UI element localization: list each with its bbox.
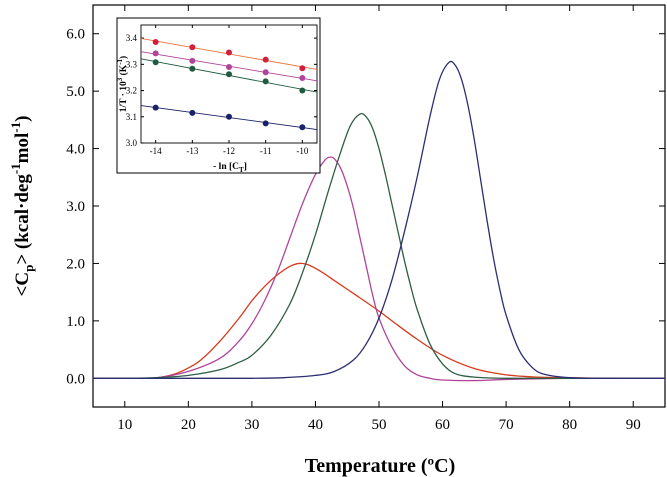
inset-x-axis-title-part: - ln [C [213,162,239,172]
y-axis-title: <Cp> (kcal·deg-1mol-1) [8,116,36,297]
x-axis-title: Temperature (ºC) [305,455,455,477]
inset-point [152,50,159,57]
main-y-ticks: 0.0 1.0 2.0 3.0 4.0 5.0 6.0 [66,27,665,387]
inset-background [116,17,321,174]
y-tick-label: 6.0 [66,27,85,43]
inset-y-axis-title-sup: -1 [116,58,124,64]
x-tick-label: 30 [244,417,259,433]
inset-point [226,49,232,56]
inset-x-axis-title-part: ] [244,162,247,172]
inset-chart: -14 -13 -12 -11 -10 3.03.13.23.33.4 - ln [CT… [116,17,321,174]
inset-y-tick-label: 3.0 [126,138,138,148]
inset-point [262,78,269,85]
x-tick-label: 90 [626,417,641,433]
inset-y-axis-title-part: ) [118,56,129,59]
inset-x-ticks: -14 -13 -12 -11 -10 [150,25,309,156]
inset-point [226,63,232,70]
inset-y-tick-label: 3.2 [126,86,137,96]
x-tick-label: 50 [372,417,387,433]
inset-y-axis-title-part: 1/T · 10 [119,81,129,112]
inset-point [262,120,269,127]
inset-series-group [140,37,318,131]
inset-point [299,124,306,131]
y-axis-title-sup: -1 [8,122,23,133]
inset-y-axis-title: 1/T · 103 (K-1) [116,56,129,112]
inset-x-axis-title-sub: T [239,166,244,174]
main-chart: 10 20 30 40 50 60 70 80 90 0.0 1.0 2.0 3.0 4.0 5.0 6.0… [8,4,666,477]
inset-y-axis-title-sup: 3 [116,77,124,81]
y-axis-title-sup: -1 [8,163,23,174]
main-x-ticks: 10 20 30 40 50 60 70 80 90 [117,5,641,433]
dsc-curve-1 [93,262,665,379]
inset-x-tick-label: -12 [223,146,235,156]
y-tick-label: 2.0 [66,256,85,272]
inset-point [152,59,159,66]
x-tick-label: 20 [181,417,196,433]
inset-y-ticks: 3.0 3.1 3.2 3.3 3.4 [126,33,317,148]
dsc-curve-3 [93,112,665,380]
x-tick-label: 60 [435,417,450,433]
dsc-curve-2 [93,156,665,382]
inset-point [152,39,159,46]
y-tick-label: 1.0 [66,314,85,330]
inset-point [189,44,196,51]
inset-point [299,74,306,81]
y-tick-label: 0.0 [66,371,85,387]
inset-point [189,57,196,64]
y-axis-title-part: mol [12,133,33,164]
inset-point [262,56,269,63]
main-series-group [93,60,665,382]
x-tick-label: 40 [308,417,323,433]
inset-point [152,104,159,111]
y-axis-title-part: <C [12,272,33,297]
x-tick-label: 70 [499,417,514,433]
y-tick-label: 5.0 [66,84,85,100]
y-tick-label: 4.0 [66,142,85,158]
y-axis-title-part: ) [12,116,33,122]
inset-y-tick-label: 3.1 [126,112,137,122]
dsc-curve-4 [93,60,665,379]
inset-x-tick-label: -13 [186,146,198,156]
y-axis-title-sub: p [21,265,36,272]
inset-x-axis-title: - ln [CT] [213,162,247,174]
inset-x-tick-label: -14 [150,146,162,156]
x-tick-label: 80 [562,417,577,433]
y-axis-title-part: > (kcal·deg [12,174,33,265]
inset-point [299,65,306,72]
inset-point [226,71,232,78]
inset-y-tick-label: 3.3 [126,59,138,69]
inset-point [189,109,196,116]
inset-y-axis-title-part: (K [118,64,129,78]
inset-point [189,65,196,72]
inset-point [299,87,306,94]
inset-x-tick-label: -11 [260,146,272,156]
inset-point [226,113,232,120]
x-tick-label: 10 [117,417,132,433]
y-tick-label: 3.0 [66,199,85,215]
inset-y-tick-label: 3.4 [126,33,138,43]
inset-x-tick-label: -10 [296,146,308,156]
inset-point [262,69,269,76]
